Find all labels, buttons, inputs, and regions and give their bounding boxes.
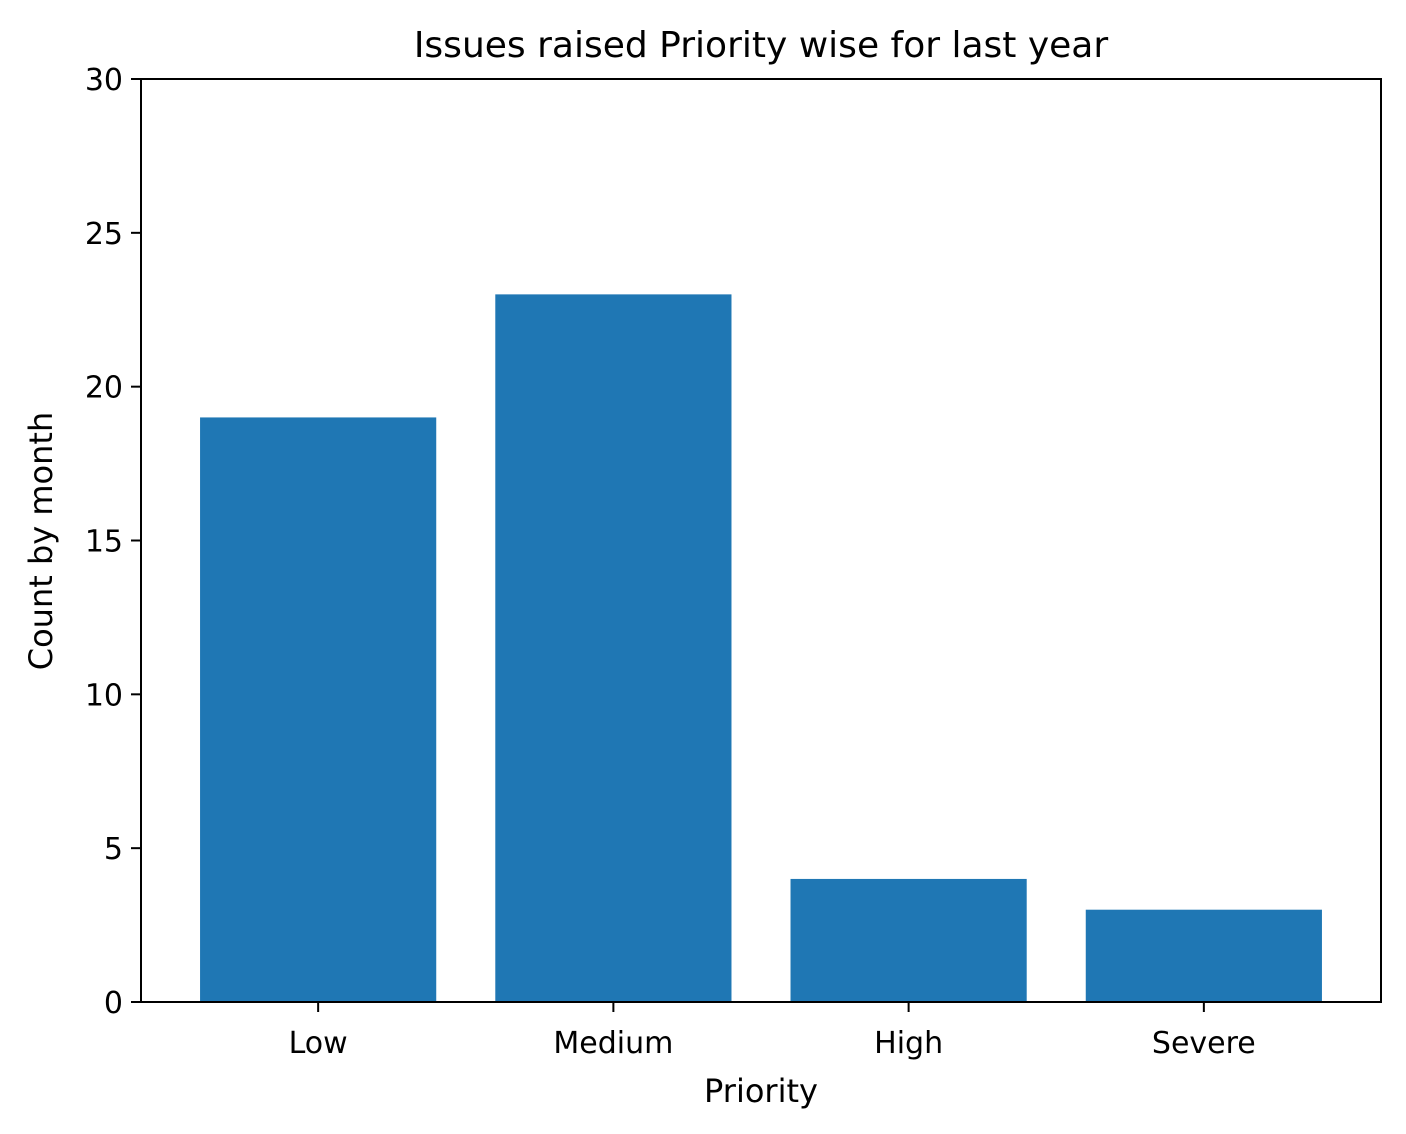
y-tick-label: 20 [85,371,123,406]
plot-frame [140,78,1382,1003]
x-tick-label: High [874,1026,943,1061]
bar-medium [495,294,732,1002]
bars-group [200,294,1322,1002]
x-axis-label: Priority [704,1072,818,1110]
x-tick-label: Medium [553,1026,673,1061]
y-tick-label: 25 [85,217,123,252]
y-tick-label: 0 [104,986,123,1021]
y-axis-label: Count by month [22,412,60,670]
bar-high [790,878,1027,1002]
x-axis-ticks: Low Medium High Severe [289,1002,1256,1061]
y-tick-label: 30 [85,63,123,98]
y-tick-label: 15 [85,525,123,560]
bar-severe [1085,909,1322,1002]
y-axis-ticks: 0 5 10 15 20 25 30 [85,63,141,1021]
y-tick-label: 5 [104,832,123,867]
y-tick-label: 10 [85,678,123,713]
chart-title: Issues raised Priority wise for last yea… [414,25,1109,66]
x-tick-label: Severe [1152,1026,1256,1061]
bar-low [200,417,437,1002]
x-tick-label: Low [289,1026,348,1061]
